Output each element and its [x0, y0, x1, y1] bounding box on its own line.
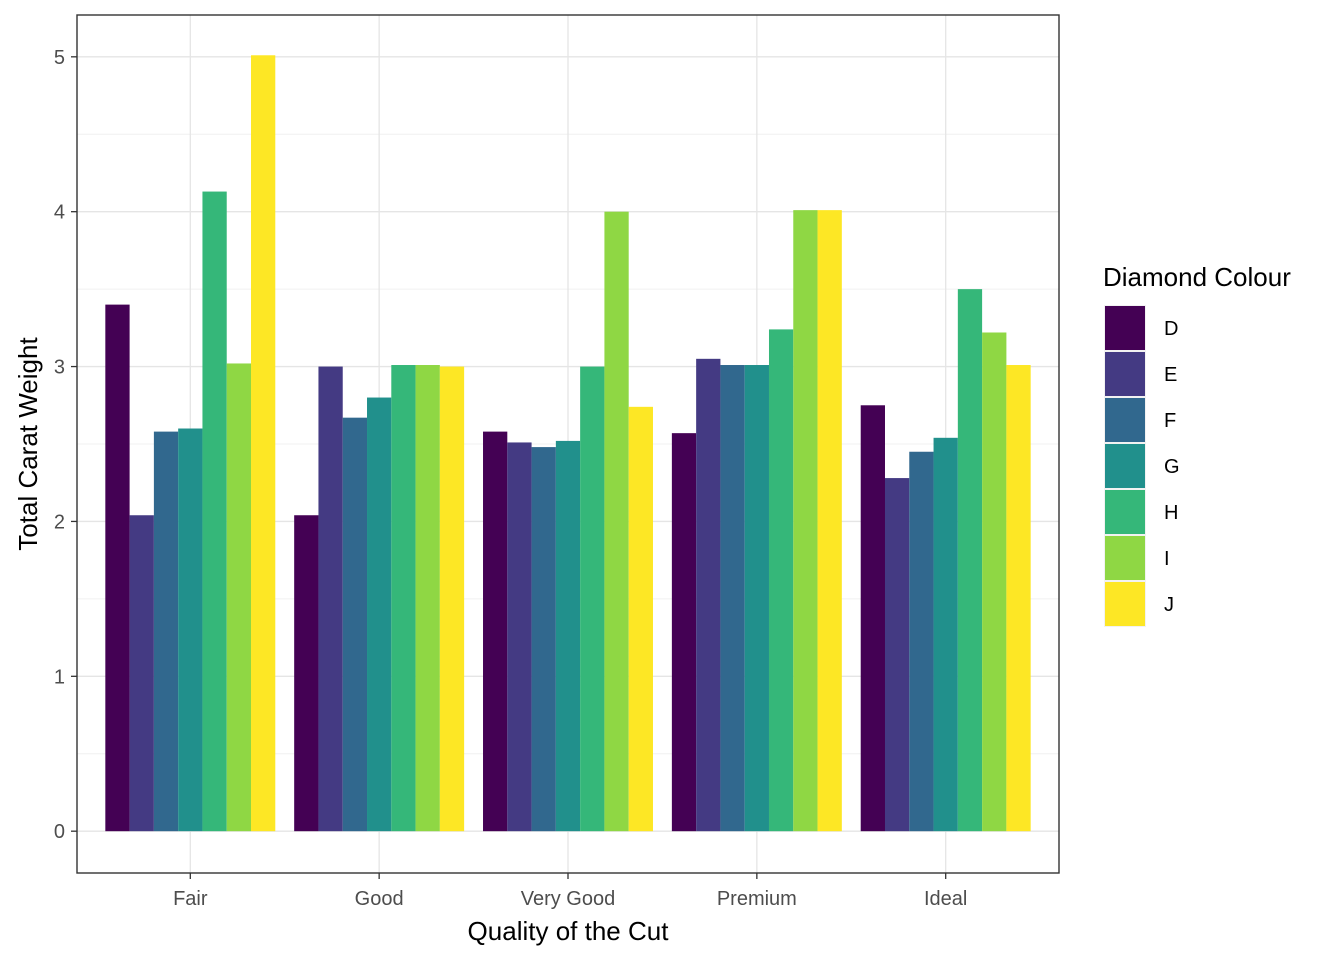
y-tick-label: 5: [54, 47, 65, 69]
legend-label-d: D: [1164, 318, 1178, 340]
bar-ideal-e: [884, 478, 910, 832]
x-tick-label: Good: [355, 888, 404, 910]
bar-premium-e: [696, 358, 721, 832]
y-tick-label: 1: [54, 666, 65, 688]
bar-premium-g: [744, 365, 769, 832]
bar-fair-j: [251, 55, 276, 832]
legend-swatch-d: [1105, 306, 1145, 350]
bar-good-e: [318, 366, 343, 832]
y-tick-label: 3: [54, 357, 65, 379]
bar-good-i: [415, 365, 440, 832]
bar-very-good-d: [483, 431, 508, 832]
legend-title: Diamond Colour: [1103, 262, 1291, 292]
bar-premium-h: [768, 329, 794, 832]
legend-swatch-i: [1105, 536, 1145, 580]
bar-very-good-f: [531, 447, 556, 832]
bar-ideal-g: [933, 437, 958, 832]
bar-fair-f: [153, 431, 179, 832]
bar-fair-e: [129, 515, 154, 832]
y-tick-label: 0: [54, 821, 65, 843]
bar-fair-g: [178, 428, 203, 832]
legend-label-h: H: [1164, 502, 1178, 524]
y-tick-label: 2: [54, 511, 65, 533]
bar-ideal-d: [860, 405, 885, 832]
x-axis: Fair Good Very Good Premium Ideal: [173, 873, 967, 910]
y-tick-label: 4: [54, 202, 65, 224]
legend-swatch-j: [1105, 582, 1145, 626]
legend-label-e: E: [1164, 364, 1177, 386]
bar-very-good-j: [628, 406, 653, 832]
bar-ideal-j: [1006, 365, 1031, 832]
y-axis-title: Total Carat Weight: [13, 337, 43, 551]
bar-ideal-f: [909, 451, 934, 832]
legend-swatch-e: [1105, 352, 1145, 396]
legend-label-f: F: [1164, 410, 1176, 432]
bar-good-f: [342, 417, 368, 832]
bar-very-good-h: [580, 366, 605, 832]
x-tick-label: Ideal: [924, 888, 967, 910]
legend-label-g: G: [1164, 456, 1180, 478]
bar-ideal-h: [957, 289, 983, 832]
bar-very-good-g: [555, 440, 581, 832]
legend: Diamond Colour D E F G H I J: [1103, 262, 1291, 627]
x-tick-label: Premium: [717, 888, 797, 910]
x-tick-label: Very Good: [521, 888, 616, 910]
bar-fair-h: [202, 191, 227, 832]
bar-fair-d: [105, 304, 130, 832]
legend-swatch-g: [1105, 444, 1145, 488]
bar-premium-i: [793, 210, 818, 832]
bars: [105, 55, 1031, 832]
x-axis-title: Quality of the Cut: [468, 916, 670, 946]
y-axis: 0 1 2 3 4 5: [54, 47, 77, 843]
bar-good-j: [439, 366, 465, 832]
bar-good-h: [391, 365, 416, 832]
legend-label-j: J: [1164, 594, 1174, 616]
bar-premium-j: [817, 210, 842, 832]
x-tick-label: Fair: [173, 888, 208, 910]
bar-ideal-i: [982, 332, 1007, 832]
bar-good-d: [294, 515, 319, 832]
bar-premium-f: [720, 365, 745, 832]
legend-swatch-h: [1105, 490, 1145, 534]
legend-label-i: I: [1164, 548, 1170, 570]
bar-premium-d: [671, 433, 697, 832]
bar-fair-i: [226, 363, 252, 832]
bar-good-g: [367, 397, 392, 832]
legend-swatch-f: [1105, 398, 1145, 442]
bar-very-good-e: [507, 442, 532, 832]
bar-very-good-i: [604, 211, 629, 832]
